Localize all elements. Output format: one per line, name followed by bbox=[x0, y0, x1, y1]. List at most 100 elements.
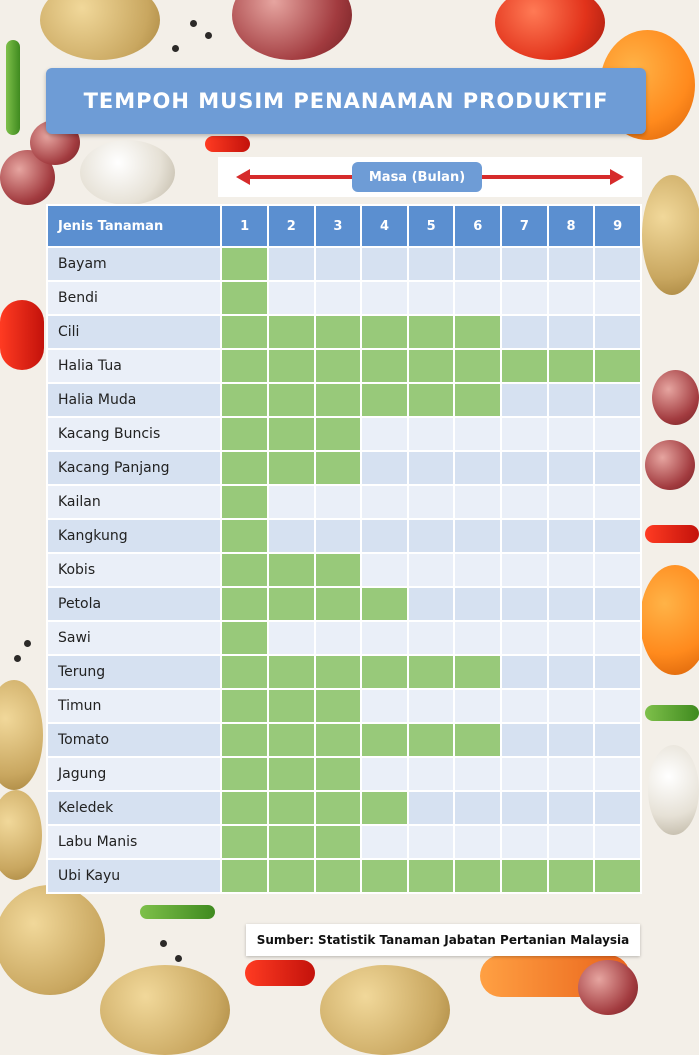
inactive-month-cell bbox=[408, 554, 454, 586]
tomato-image bbox=[640, 565, 699, 675]
potato-image bbox=[0, 790, 42, 880]
potato-image bbox=[0, 885, 105, 995]
active-month-cell bbox=[408, 384, 454, 416]
crop-name: Halia Muda bbox=[48, 384, 221, 416]
inactive-month-cell bbox=[595, 316, 640, 348]
active-month-cell bbox=[222, 282, 267, 314]
active-month-cell bbox=[455, 656, 501, 688]
chili-image bbox=[6, 40, 20, 135]
active-month-cell bbox=[315, 554, 361, 586]
inactive-month-cell bbox=[408, 452, 454, 484]
inactive-month-cell bbox=[548, 520, 594, 552]
inactive-month-cell bbox=[548, 248, 594, 280]
inactive-month-cell bbox=[455, 588, 501, 620]
active-month-cell bbox=[222, 724, 267, 756]
inactive-month-cell bbox=[408, 520, 454, 552]
inactive-month-cell bbox=[315, 520, 361, 552]
active-month-cell bbox=[315, 384, 361, 416]
table-row: Halia Tua bbox=[48, 350, 640, 382]
arrow-right-icon bbox=[610, 169, 624, 185]
inactive-month-cell bbox=[595, 452, 640, 484]
table-row: Kailan bbox=[48, 486, 640, 518]
tomato-image bbox=[495, 0, 605, 60]
crop-name: Petola bbox=[48, 588, 221, 620]
active-month-cell bbox=[222, 418, 267, 450]
inactive-month-cell bbox=[362, 758, 407, 790]
active-month-cell bbox=[315, 588, 361, 620]
inactive-month-cell bbox=[502, 384, 547, 416]
inactive-month-cell bbox=[362, 418, 407, 450]
active-month-cell bbox=[548, 350, 594, 382]
axis-label: Masa (Bulan) bbox=[352, 162, 482, 192]
month-header: 7 bbox=[502, 206, 547, 246]
active-month-cell bbox=[455, 384, 501, 416]
inactive-month-cell bbox=[315, 622, 361, 654]
active-month-cell bbox=[269, 690, 314, 722]
inactive-month-cell bbox=[502, 248, 547, 280]
active-month-cell bbox=[222, 520, 267, 552]
active-month-cell bbox=[315, 690, 361, 722]
table-row: Kacang Panjang bbox=[48, 452, 640, 484]
active-month-cell bbox=[362, 792, 407, 824]
crop-name: Labu Manis bbox=[48, 826, 221, 858]
inactive-month-cell bbox=[455, 792, 501, 824]
table-body: Bayam Bendi Cili Halia Tua Halia Muda Kacang … bbox=[48, 248, 640, 892]
chili-image bbox=[0, 300, 44, 370]
inactive-month-cell bbox=[548, 316, 594, 348]
inactive-month-cell bbox=[502, 452, 547, 484]
active-month-cell bbox=[362, 656, 407, 688]
inactive-month-cell bbox=[269, 282, 314, 314]
active-month-cell bbox=[222, 350, 267, 382]
month-header: 5 bbox=[408, 206, 454, 246]
shallot-image bbox=[578, 960, 638, 1015]
month-header: 4 bbox=[362, 206, 407, 246]
source-note: Sumber: Statistik Tanaman Jabatan Pertan… bbox=[246, 924, 640, 956]
chili-image bbox=[140, 905, 215, 919]
active-month-cell bbox=[362, 350, 407, 382]
inactive-month-cell bbox=[502, 758, 547, 790]
arrow-left-icon bbox=[236, 169, 250, 185]
inactive-month-cell bbox=[548, 826, 594, 858]
pepper-dot bbox=[205, 32, 212, 39]
active-month-cell bbox=[222, 248, 267, 280]
crop-name: Timun bbox=[48, 690, 221, 722]
inactive-month-cell bbox=[362, 554, 407, 586]
inactive-month-cell bbox=[455, 690, 501, 722]
inactive-month-cell bbox=[269, 520, 314, 552]
inactive-month-cell bbox=[362, 486, 407, 518]
table-row: Sawi bbox=[48, 622, 640, 654]
active-month-cell bbox=[408, 350, 454, 382]
inactive-month-cell bbox=[408, 248, 454, 280]
inactive-month-cell bbox=[408, 792, 454, 824]
inactive-month-cell bbox=[269, 248, 314, 280]
table-row: Petola bbox=[48, 588, 640, 620]
active-month-cell bbox=[455, 724, 501, 756]
table-row: Bayam bbox=[48, 248, 640, 280]
crop-name: Jagung bbox=[48, 758, 221, 790]
active-month-cell bbox=[269, 792, 314, 824]
crop-name: Kacang Buncis bbox=[48, 418, 221, 450]
active-month-cell bbox=[408, 656, 454, 688]
inactive-month-cell bbox=[502, 282, 547, 314]
chili-image bbox=[245, 960, 315, 986]
inactive-month-cell bbox=[595, 690, 640, 722]
active-month-cell bbox=[455, 860, 501, 892]
inactive-month-cell bbox=[408, 418, 454, 450]
inactive-month-cell bbox=[548, 282, 594, 314]
inactive-month-cell bbox=[502, 520, 547, 552]
inactive-month-cell bbox=[408, 282, 454, 314]
crop-name: Kailan bbox=[48, 486, 221, 518]
active-month-cell bbox=[269, 758, 314, 790]
inactive-month-cell bbox=[362, 520, 407, 552]
pepper-dot bbox=[160, 940, 167, 947]
inactive-month-cell bbox=[455, 520, 501, 552]
table-row: Labu Manis bbox=[48, 826, 640, 858]
crop-name: Bayam bbox=[48, 248, 221, 280]
month-header: 1 bbox=[222, 206, 267, 246]
time-axis-band: Masa (Bulan) bbox=[218, 157, 642, 197]
active-month-cell bbox=[269, 316, 314, 348]
onion-image bbox=[232, 0, 352, 60]
inactive-month-cell bbox=[548, 452, 594, 484]
active-month-cell bbox=[269, 384, 314, 416]
inactive-month-cell bbox=[315, 282, 361, 314]
